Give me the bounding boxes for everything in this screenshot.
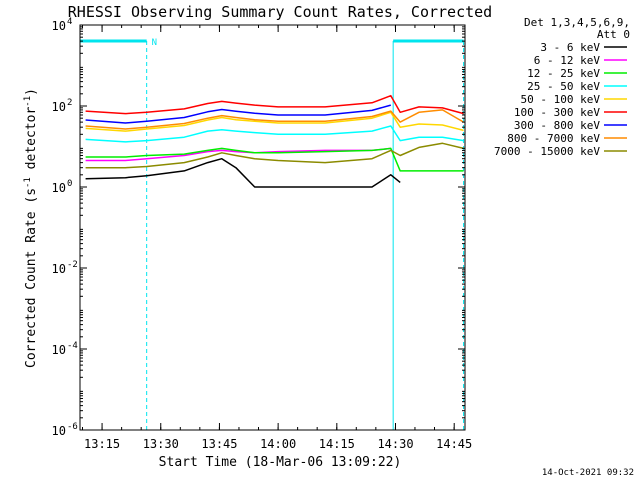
legend-label: 50 - 100 keV <box>521 93 601 106</box>
legend-label: 800 - 7000 keV <box>507 132 600 145</box>
legend-label: 12 - 25 keV <box>527 67 600 80</box>
series-line-8 <box>85 142 464 169</box>
y-tick-label: 10 <box>52 262 66 276</box>
y-tick-exponent: 4 <box>67 17 72 27</box>
x-tick-label: 14:30 <box>377 437 413 451</box>
series-line-5 <box>85 94 464 115</box>
series-line-7 <box>85 109 464 130</box>
legend-label: 100 - 300 keV <box>514 106 600 119</box>
y-tick-label: 10 <box>52 424 66 438</box>
legend-header: Det 1,3,4,5,6,9, <box>524 16 630 29</box>
y-axis-label: Corrected Count Rate (s-1 detector-1) <box>23 88 39 368</box>
y-tick-label: 10 <box>52 343 66 357</box>
y-tick-label: 10 <box>52 181 66 195</box>
y-tick-exponent: 0 <box>67 179 72 189</box>
x-tick-label: 13:15 <box>84 437 120 451</box>
y-tick-exponent: -2 <box>67 260 78 270</box>
x-axis-label: Start Time (18-Mar-06 13:09:22) <box>159 455 402 470</box>
series-lines <box>85 94 464 188</box>
x-tick-label: 13:45 <box>201 437 237 451</box>
y-tick-label: 10 <box>52 100 66 114</box>
series-line-1 <box>85 147 391 162</box>
legend-header-attenuator: Att 0 <box>597 28 630 41</box>
y-tick-exponent: -4 <box>67 341 78 351</box>
series-line-4 <box>85 111 464 132</box>
saa-label: N <box>152 38 157 48</box>
legend-label: 3 - 6 keV <box>540 41 600 54</box>
x-axis: 13:15 13:30 13:45 14:00 14:15 14:30 14:45 <box>82 25 472 451</box>
plot-frame <box>79 24 466 431</box>
x-tick-label: 14:15 <box>319 437 355 451</box>
chart-title: RHESSI Observing Summary Count Rates, Co… <box>68 3 492 21</box>
x-tick-label: 14:00 <box>260 437 296 451</box>
y-tick-exponent: -6 <box>67 422 78 432</box>
x-tick-label: 14:45 <box>436 437 472 451</box>
legend-label: 25 - 50 keV <box>527 80 600 93</box>
series-line-0 <box>85 157 401 188</box>
legend-label: 6 - 12 keV <box>534 54 601 67</box>
series-line-3 <box>85 125 464 143</box>
generation-timestamp: 14-Oct-2021 09:32 <box>542 468 634 478</box>
legend-label: 7000 - 15000 keV <box>494 145 600 158</box>
series-line-6 <box>85 104 392 124</box>
y-tick-exponent: 2 <box>67 98 72 108</box>
legend-label: 300 - 800 keV <box>514 119 600 132</box>
night-intervals: N <box>79 38 465 430</box>
y-tick-label: 10 <box>52 19 66 33</box>
series-line-2 <box>85 147 464 172</box>
x-tick-label: 13:30 <box>143 437 179 451</box>
